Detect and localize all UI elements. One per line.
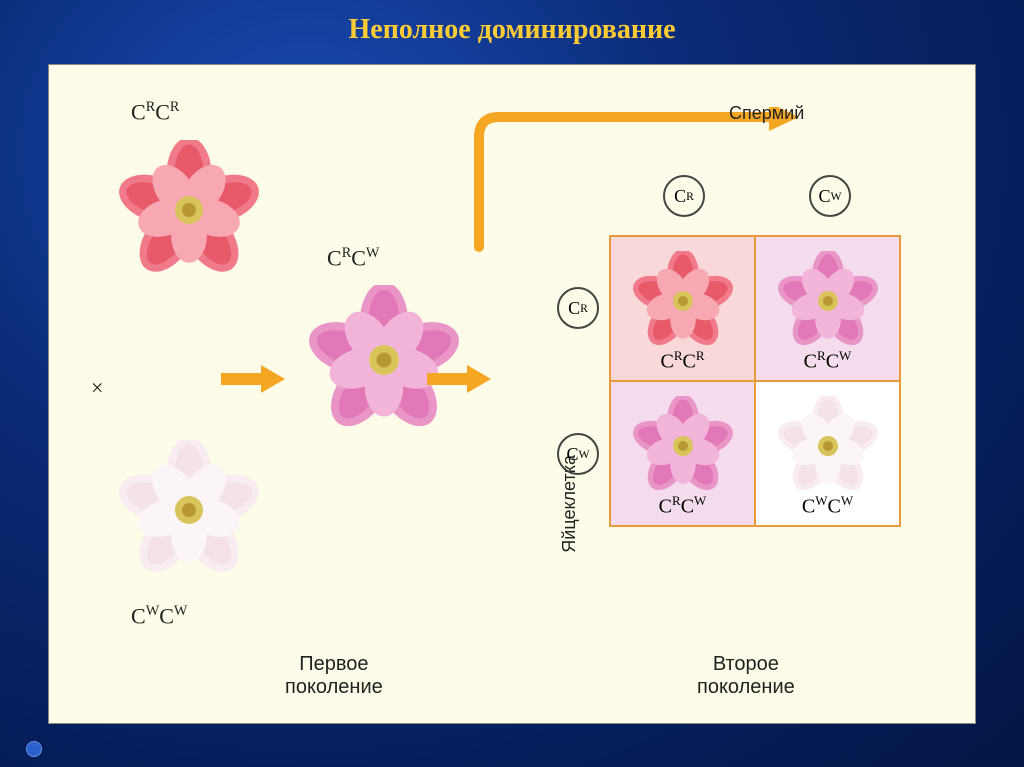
cross-symbol: × — [91, 375, 103, 401]
f1-flower — [309, 285, 459, 435]
punnett-cell-rw-2: CRCW — [610, 381, 755, 526]
allele-top-r: CR — [663, 175, 705, 217]
allele-left-w: CW — [557, 433, 599, 475]
page-title: Неполное доминирование — [0, 0, 1024, 46]
f1-generation-label: Первоепоколение — [285, 653, 383, 699]
punnett-cell-rw-1: CRCW — [755, 236, 900, 381]
p2-genotype: CWCW — [131, 603, 187, 629]
f2-generation-label: Второепоколение — [697, 653, 795, 699]
f1-genotype: CRCW — [327, 245, 379, 271]
punnett-square: CRCR CRCW CRCW CWCW — [609, 235, 901, 527]
arrow-f1-to-right — [427, 363, 491, 400]
allele-top-w: CW — [809, 175, 851, 217]
p1-genotype: CRCR — [131, 99, 179, 125]
arrow-p-to-f1 — [221, 363, 285, 400]
p1-flower — [119, 140, 259, 280]
sperm-label: Спермий — [729, 103, 804, 124]
punnett-cell-rr: CRCR — [610, 236, 755, 381]
diagram-panel: CRCR × CWCW CRCW Спермий Яйцеклетка CR C… — [48, 64, 976, 724]
p2-flower — [119, 440, 259, 580]
bullet-icon — [26, 741, 42, 757]
allele-left-r: CR — [557, 287, 599, 329]
punnett-cell-ww: CWCW — [755, 381, 900, 526]
